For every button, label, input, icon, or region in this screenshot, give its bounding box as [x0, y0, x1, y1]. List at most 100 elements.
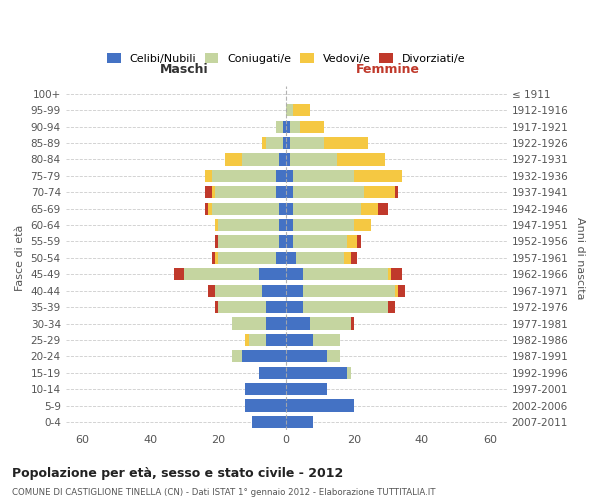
Bar — [303, 268, 388, 280]
Bar — [286, 301, 303, 314]
Bar — [290, 120, 300, 133]
Bar — [286, 219, 293, 231]
Bar — [286, 284, 303, 297]
Bar — [242, 350, 286, 362]
Bar — [361, 202, 378, 215]
Bar — [215, 186, 276, 198]
Bar — [286, 170, 293, 182]
Bar — [286, 334, 313, 346]
Bar — [286, 268, 303, 280]
Bar — [286, 154, 290, 166]
Bar — [395, 284, 398, 297]
Bar — [212, 252, 215, 264]
Bar — [313, 334, 340, 346]
Bar — [249, 334, 266, 346]
Bar — [354, 170, 401, 182]
Text: Femmine: Femmine — [356, 63, 420, 76]
Bar — [290, 137, 323, 149]
Bar — [262, 137, 266, 149]
Bar — [215, 284, 262, 297]
Bar — [296, 252, 344, 264]
Bar — [398, 284, 405, 297]
Bar — [215, 236, 218, 248]
Bar — [212, 170, 276, 182]
Bar — [232, 350, 242, 362]
Bar — [266, 318, 286, 330]
Bar — [286, 366, 347, 379]
Bar — [286, 104, 293, 117]
Bar — [344, 252, 350, 264]
Bar — [205, 202, 208, 215]
Bar — [266, 301, 286, 314]
Bar — [286, 252, 296, 264]
Bar — [293, 202, 361, 215]
Bar — [378, 202, 388, 215]
Bar — [276, 120, 283, 133]
Bar — [388, 301, 395, 314]
Bar — [303, 284, 395, 297]
Bar — [391, 268, 401, 280]
Bar — [245, 334, 249, 346]
Bar — [293, 219, 354, 231]
Bar — [232, 318, 266, 330]
Bar — [300, 120, 323, 133]
Bar — [323, 137, 368, 149]
Bar — [293, 170, 354, 182]
Bar — [327, 350, 340, 362]
Y-axis label: Fasce di età: Fasce di età — [15, 224, 25, 291]
Bar — [347, 236, 358, 248]
Text: Popolazione per età, sesso e stato civile - 2012: Popolazione per età, sesso e stato civil… — [12, 468, 343, 480]
Bar — [174, 268, 184, 280]
Bar — [280, 154, 286, 166]
Bar — [218, 301, 266, 314]
Bar — [184, 268, 259, 280]
Bar — [358, 236, 361, 248]
Text: COMUNE DI CASTIGLIONE TINELLA (CN) - Dati ISTAT 1° gennaio 2012 - Elaborazione T: COMUNE DI CASTIGLIONE TINELLA (CN) - Dat… — [12, 488, 436, 497]
Bar — [293, 236, 347, 248]
Bar — [208, 284, 215, 297]
Bar — [350, 252, 358, 264]
Bar — [205, 186, 212, 198]
Bar — [364, 186, 395, 198]
Bar — [303, 301, 388, 314]
Bar — [280, 236, 286, 248]
Bar — [293, 186, 364, 198]
Bar — [218, 219, 280, 231]
Bar — [286, 318, 310, 330]
Bar — [266, 334, 286, 346]
Bar — [259, 268, 286, 280]
Bar — [286, 350, 327, 362]
Bar — [212, 202, 280, 215]
Bar — [215, 252, 218, 264]
Bar — [280, 219, 286, 231]
Bar — [286, 186, 293, 198]
Bar — [276, 170, 286, 182]
Bar — [252, 416, 286, 428]
Bar — [276, 186, 286, 198]
Bar — [290, 154, 337, 166]
Bar — [350, 318, 354, 330]
Bar — [337, 154, 385, 166]
Bar — [259, 366, 286, 379]
Bar — [286, 400, 354, 411]
Bar — [286, 236, 293, 248]
Bar — [218, 236, 280, 248]
Bar — [242, 154, 280, 166]
Bar — [262, 284, 286, 297]
Bar — [208, 202, 212, 215]
Bar — [286, 120, 290, 133]
Bar — [395, 186, 398, 198]
Bar — [347, 366, 350, 379]
Bar — [280, 202, 286, 215]
Bar — [245, 383, 286, 396]
Legend: Celibi/Nubili, Coniugati/e, Vedovi/e, Divorziati/e: Celibi/Nubili, Coniugati/e, Vedovi/e, Di… — [104, 50, 469, 68]
Bar — [286, 202, 293, 215]
Bar — [388, 268, 391, 280]
Bar — [215, 301, 218, 314]
Bar — [310, 318, 350, 330]
Bar — [354, 219, 371, 231]
Bar — [283, 137, 286, 149]
Bar — [286, 137, 290, 149]
Bar — [215, 219, 218, 231]
Text: Maschi: Maschi — [160, 63, 209, 76]
